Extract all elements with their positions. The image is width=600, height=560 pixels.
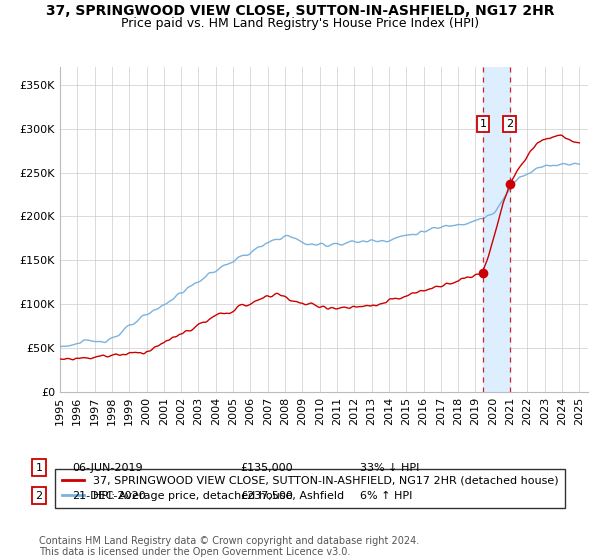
Text: 6% ↑ HPI: 6% ↑ HPI	[360, 491, 412, 501]
Text: 2: 2	[35, 491, 43, 501]
Text: Price paid vs. HM Land Registry's House Price Index (HPI): Price paid vs. HM Land Registry's House …	[121, 17, 479, 30]
Text: £237,500: £237,500	[240, 491, 293, 501]
Bar	[483, 67, 509, 392]
Text: Contains HM Land Registry data © Crown copyright and database right 2024.
This d: Contains HM Land Registry data © Crown c…	[39, 535, 419, 557]
Text: 37, SPRINGWOOD VIEW CLOSE, SUTTON-IN-ASHFIELD, NG17 2HR: 37, SPRINGWOOD VIEW CLOSE, SUTTON-IN-ASH…	[46, 4, 554, 18]
Text: 1: 1	[479, 119, 487, 129]
Text: 1: 1	[35, 463, 43, 473]
Text: 2: 2	[506, 119, 513, 129]
Text: £135,000: £135,000	[240, 463, 293, 473]
Text: 33% ↓ HPI: 33% ↓ HPI	[360, 463, 419, 473]
Text: 21-DEC-2020: 21-DEC-2020	[72, 491, 146, 501]
Legend: 37, SPRINGWOOD VIEW CLOSE, SUTTON-IN-ASHFIELD, NG17 2HR (detached house), HPI: A: 37, SPRINGWOOD VIEW CLOSE, SUTTON-IN-ASH…	[55, 469, 565, 508]
Text: 06-JUN-2019: 06-JUN-2019	[72, 463, 143, 473]
